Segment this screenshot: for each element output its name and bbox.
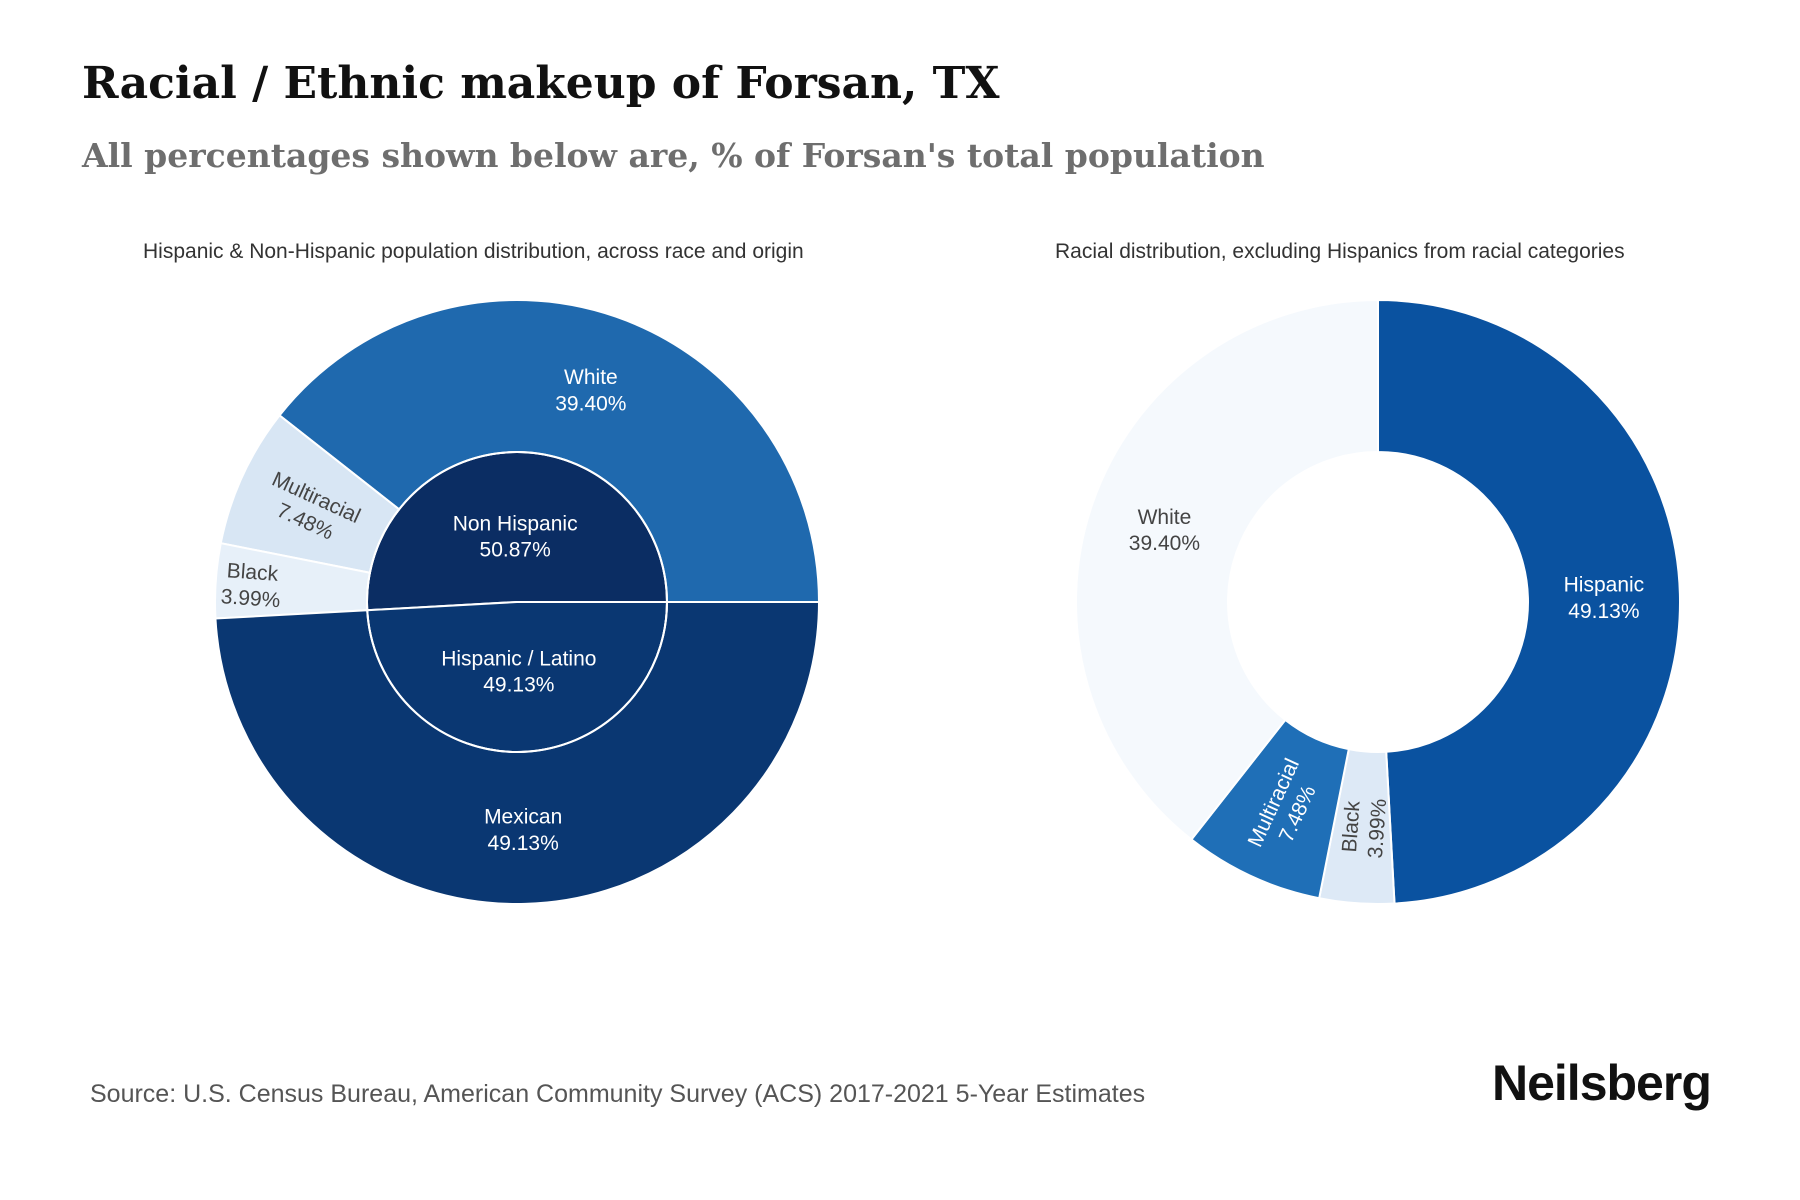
donut-chart: Hispanic 49.13%Black3.99%Multiracial7.48%… [1075, 298, 1681, 905]
source-note: Source: U.S. Census Bureau, American Com… [90, 1080, 1146, 1108]
donut-chart-title: Racial distribution, excluding Hispanics… [1055, 240, 1625, 263]
donut-slice-white-label: White 39.40% [1129, 506, 1200, 555]
sunburst-outer-mexican-label: Mexican 49.13% [484, 806, 562, 855]
sunburst-inner-border [366, 451, 668, 753]
donut-slice-hispanic-label: Hispanic 49.13% [1564, 574, 1645, 623]
sunburst-inner-non-hispanic-label: Non Hispanic 50.87% [453, 512, 578, 561]
page-subtitle: All percentages shown below are, % of Fo… [82, 136, 1265, 175]
donut-slice-white [1075, 298, 1379, 841]
sunburst-outer-black-label: Black3.99% [220, 559, 283, 612]
sunburst-outer-white-label: White 39.40% [555, 366, 626, 415]
sunburst-inner-hispanic-latino-label: Hispanic / Latino 49.13% [441, 647, 596, 696]
donut-slice-hispanic [1377, 298, 1681, 905]
brand-logo: Neilsberg [1492, 1055, 1712, 1111]
page-title: Racial / Ethnic makeup of Forsan, TX [82, 58, 1000, 109]
charts-canvas: Non Hispanic 50.87% Hispanic / Latino 49.13… [214, 298, 1681, 905]
sunburst-chart: Non Hispanic 50.87% Hispanic / Latino 49.13… [214, 299, 821, 905]
donut-slice-black-label: Black3.99% [1338, 796, 1391, 859]
sunburst-chart-title: Hispanic & Non-Hispanic population distr… [143, 240, 804, 263]
